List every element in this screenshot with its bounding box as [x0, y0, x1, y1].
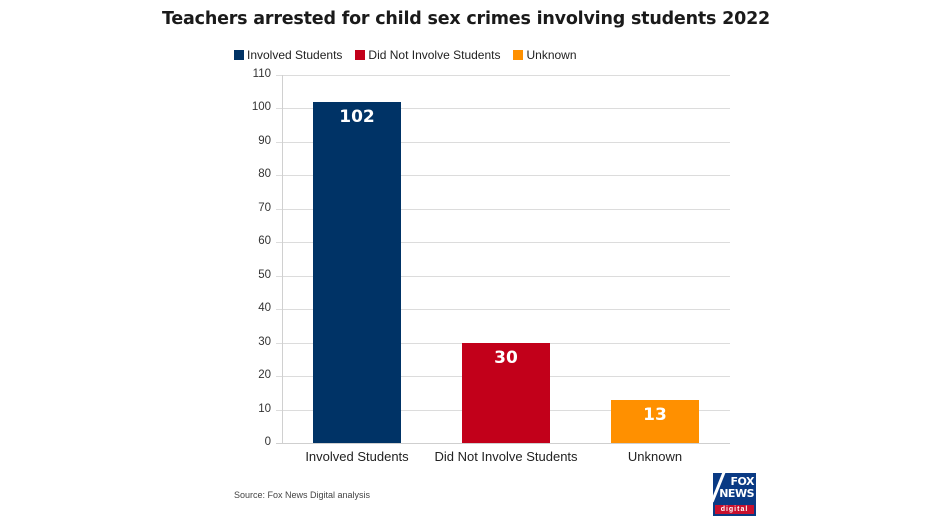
y-tick-label: 40 — [258, 302, 271, 314]
gridline-60 — [276, 242, 730, 243]
x-category-label: Unknown — [627, 449, 683, 464]
gridline-40 — [276, 309, 730, 310]
chart-title: Teachers arrested for child sex crimes i… — [161, 9, 771, 29]
legend-swatch-involved — [234, 50, 244, 60]
gridline-50 — [276, 276, 730, 277]
y-tick-label: 0 — [264, 436, 271, 448]
legend-item-unknown: Unknown — [513, 48, 577, 62]
bar-value-label: 102 — [339, 107, 375, 127]
bar-did-not-involve-students: 30 — [462, 343, 550, 443]
gridline-0 — [276, 443, 730, 444]
legend-swatch-not-involved — [355, 50, 366, 60]
logo-line1: FOX — [730, 475, 755, 488]
y-tick-label: 60 — [258, 235, 271, 247]
legend-item-involved: Involved Students — [234, 48, 342, 62]
gridline-100 — [276, 108, 730, 109]
y-tick-label: 100 — [251, 101, 271, 113]
y-tick-label: 10 — [258, 403, 271, 415]
gridline-110 — [276, 75, 730, 76]
legend-label: Involved Students — [247, 48, 343, 62]
bar-value-label: 13 — [643, 405, 667, 425]
fox-news-digital-logo: FOX NEWS digital — [713, 473, 756, 516]
legend-label: Unknown — [526, 48, 577, 62]
gridline-70 — [276, 209, 730, 210]
y-tick-label: 80 — [258, 168, 271, 180]
legend-item-not-involved: Did Not Involve Students — [355, 48, 500, 62]
logo-line3: digital — [715, 505, 754, 514]
source-note: Source: Fox News Digital analysis — [234, 490, 371, 500]
logo-line2: NEWS — [719, 487, 754, 500]
bar-unknown: 13 — [611, 400, 699, 443]
legend: Involved Students Did Not Involve Studen… — [234, 48, 590, 62]
bar-value-label: 30 — [494, 348, 518, 368]
y-tick-label: 20 — [258, 369, 271, 381]
y-axis-line — [282, 75, 283, 444]
y-tick-label: 30 — [258, 336, 271, 348]
x-category-label: Involved Students — [305, 449, 409, 464]
gridline-90 — [276, 142, 730, 143]
y-tick-label: 110 — [252, 68, 271, 80]
x-category-label: Did Not Involve Students — [434, 449, 578, 464]
y-tick-label: 70 — [258, 202, 271, 214]
y-tick-label: 90 — [258, 135, 271, 147]
gridline-80 — [276, 175, 730, 176]
legend-swatch-unknown — [513, 50, 524, 60]
legend-label: Did Not Involve Students — [368, 48, 501, 62]
bar-involved-students: 102 — [313, 102, 401, 443]
y-tick-label: 50 — [258, 269, 271, 281]
